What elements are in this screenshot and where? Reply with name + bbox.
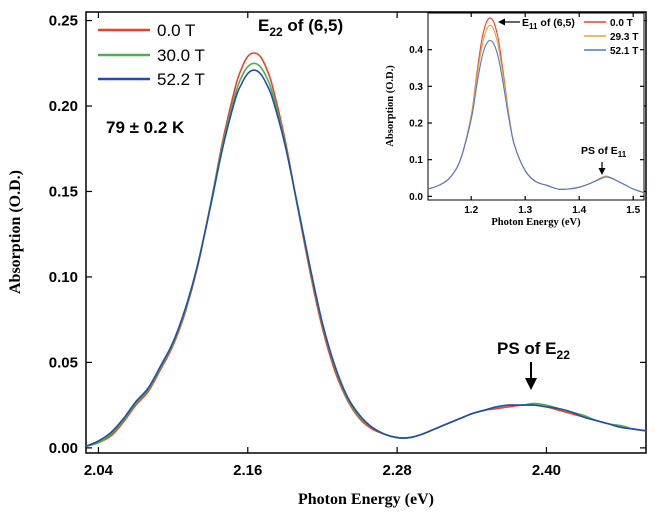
main-y-tick-label: 0.15 [49,183,78,200]
inset-y-tick-label: 0.2 [409,119,423,130]
main-legend: 0.0 T 30.0 T 52.2 T [98,21,205,89]
inset-peak-label: E11 of (6,5) [522,17,575,31]
main-legend-label-2: 52.2 T [157,70,205,89]
main-tick-labels: 2.04 2.16 2.28 2.40 0.00 0.05 0.10 0.15 0.20 0.25 [49,13,561,479]
main-x-tick-label: 2.40 [532,462,561,479]
inset-x-tick-label: 1.5 [626,205,640,216]
inset-series [427,17,645,194]
inset-x-tick-label: 1.4 [572,205,586,216]
main-y-tick-label: 0.00 [49,440,78,457]
main-legend-label-0: 0.0 T [157,21,195,40]
main-y-axis-label: Absorption (O.D.) [7,170,24,294]
main-ps-arrow [525,362,537,390]
inset-y-tick-label: 0.1 [409,155,423,166]
inset-ps-label: PS of E11 [581,145,627,159]
main-series-line-2 [85,69,647,447]
inset-y-tick-label: 0.4 [409,45,423,56]
inset-y-axis-label: Absorption (O.D.) [385,65,396,147]
main-y-tick-label: 0.10 [49,269,78,286]
main-x-tick-label: 2.04 [84,462,114,479]
inset-peak-arrow [498,18,520,26]
main-peak-label: E22 of (6,5) [258,16,343,39]
inset-legend: 0.0 T 29.3 T 52.1 T [584,18,638,57]
main-legend-label-1: 30.0 T [157,46,205,65]
main-x-tick-label: 2.16 [233,462,262,479]
inset-plot-frame [427,12,645,201]
main-ps-label: PS of E22 [497,339,570,362]
inset-legend-label-2: 52.1 T [610,46,638,57]
inset-tick-labels: 1.2 1.3 1.4 1.5 0.0 0.1 0.2 0.3 0.4 [409,45,640,216]
inset-x-tick-label: 1.2 [464,205,478,216]
main-y-tick-label: 0.05 [49,354,78,371]
inset-y-tick-label: 0.0 [409,192,423,203]
inset-legend-label-1: 29.3 T [610,32,638,43]
inset-ticks [428,13,644,200]
temperature-label: 79 ± 0.2 K [106,118,185,137]
main-y-tick-label: 0.25 [49,13,78,30]
main-series [85,52,647,447]
inset-legend-label-0: 0.0 T [610,18,633,29]
main-y-tick-label: 0.20 [49,98,78,115]
inset-ps-arrow [598,162,606,175]
inset-x-tick-label: 1.3 [518,205,532,216]
inset-x-axis-label: Photon Energy (eV) [491,217,581,228]
inset-chart: 1.2 1.3 1.4 1.5 0.0 0.1 0.2 0.3 0.4 Photon Energ… [385,12,645,228]
main-x-axis-label: Photon Energy (eV) [298,491,434,508]
inset-y-tick-label: 0.3 [409,82,423,93]
inset-series-line-2 [427,39,645,194]
main-x-tick-label: 2.28 [383,462,412,479]
